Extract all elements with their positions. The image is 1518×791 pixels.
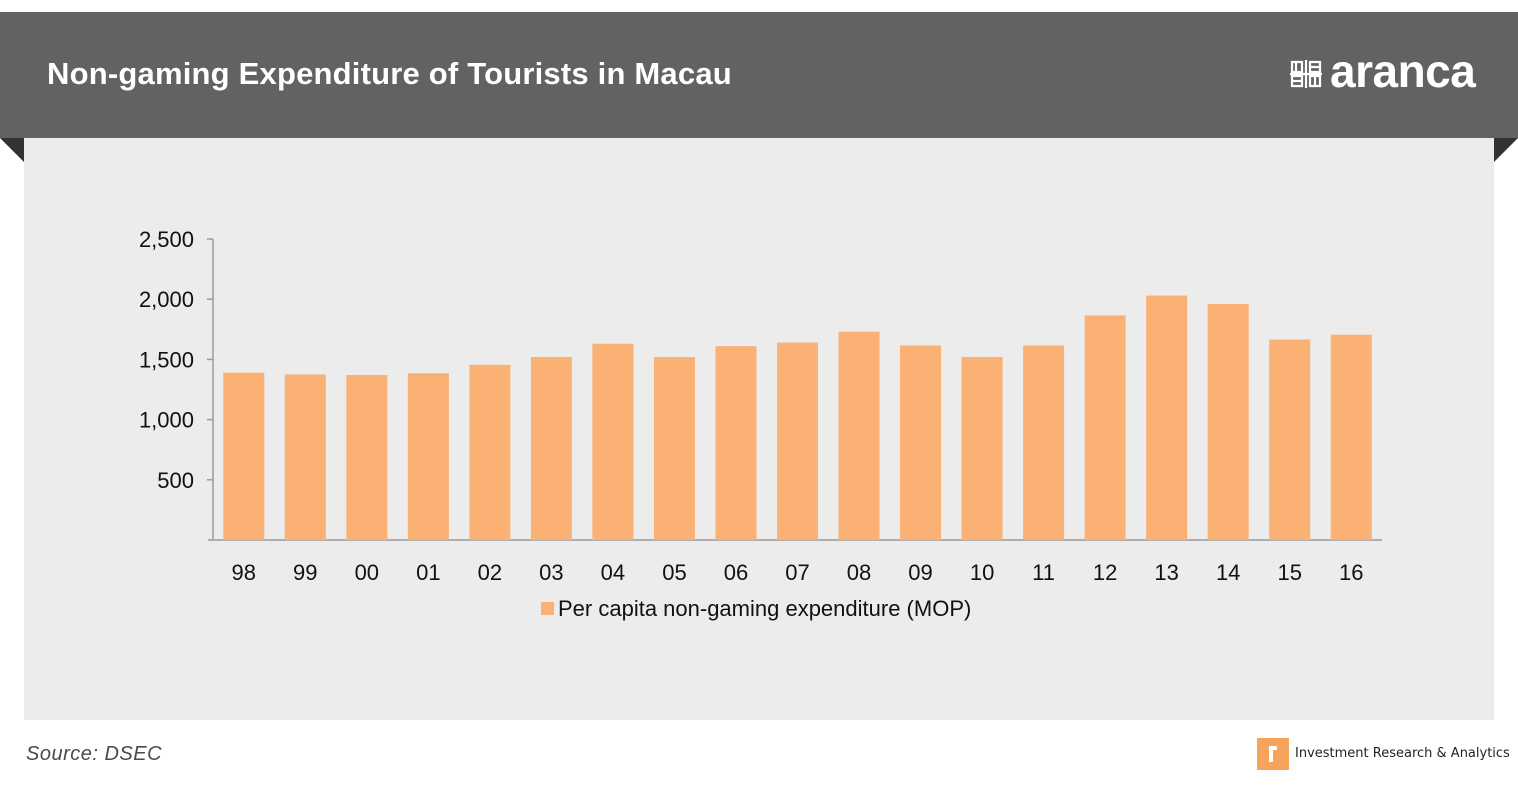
x-tick-label: 10 <box>970 560 994 585</box>
source-note: Source: DSEC <box>26 743 163 765</box>
bar-98 <box>223 372 265 540</box>
x-tick-label: 01 <box>416 560 440 585</box>
bar-02 <box>469 364 511 540</box>
legend-label: Per capita non-gaming expenditure (MOP) <box>558 596 971 621</box>
x-tick-label: 02 <box>478 560 502 585</box>
x-tick-label: 08 <box>847 560 871 585</box>
y-tick-label: 2,500 <box>139 227 194 252</box>
x-tick-label: 05 <box>662 560 686 585</box>
header-bar <box>0 12 1518 138</box>
y-tick-label: 1,500 <box>139 347 194 372</box>
aranca-logo-icon <box>1290 60 1322 88</box>
bars-group <box>223 295 1372 540</box>
logo-text: aranca <box>1330 45 1476 97</box>
bar-00 <box>346 375 388 540</box>
chart-panel <box>24 138 1494 720</box>
x-tick-label: 15 <box>1277 560 1301 585</box>
header-fold-left <box>0 138 24 162</box>
bar-12 <box>1084 315 1126 540</box>
bar-14 <box>1207 304 1249 540</box>
bar-01 <box>407 373 449 540</box>
bar-07 <box>777 342 818 540</box>
x-tick-label: 04 <box>601 560 625 585</box>
x-tick-label: 00 <box>355 560 379 585</box>
bar-06 <box>715 346 757 540</box>
x-tick-label: 09 <box>908 560 932 585</box>
bar-04 <box>592 343 634 540</box>
x-tick-label: 99 <box>293 560 317 585</box>
bar-99 <box>284 374 326 540</box>
y-axis-ticks: 500 1,000 1,500 2,000 2,500 <box>139 227 213 493</box>
legend-swatch <box>541 602 554 615</box>
header-fold-right <box>1494 138 1518 162</box>
bar-03 <box>530 356 572 540</box>
y-tick-label: 2,000 <box>139 287 194 312</box>
x-tick-label: 06 <box>724 560 748 585</box>
bar-15 <box>1269 339 1311 540</box>
x-tick-label: 07 <box>785 560 809 585</box>
bar-11 <box>1023 345 1065 540</box>
y-tick-label: 500 <box>157 468 194 493</box>
bar-05 <box>653 356 695 540</box>
bar-10 <box>961 356 1003 540</box>
x-axis-labels: 98 99 00 01 02 03 04 05 06 07 08 09 10 11 12 13 14 15 16 <box>232 560 1364 585</box>
legend: Per capita non-gaming expenditure (MOP) <box>541 596 971 621</box>
y-tick-label: 1,000 <box>139 408 194 433</box>
bar-13 <box>1146 295 1188 540</box>
x-tick-label: 11 <box>1032 560 1055 585</box>
bar-09 <box>900 345 942 540</box>
x-tick-label: 13 <box>1154 560 1178 585</box>
x-tick-label: 16 <box>1339 560 1363 585</box>
x-tick-label: 14 <box>1216 560 1240 585</box>
footer-tagline: Investment Research & Analytics <box>1295 746 1510 761</box>
x-tick-label: 12 <box>1093 560 1117 585</box>
bar-16 <box>1330 334 1372 540</box>
footer-logo-icon <box>1257 738 1289 770</box>
page-title: Non-gaming Expenditure of Tourists in Ma… <box>47 56 732 91</box>
x-tick-label: 98 <box>232 560 256 585</box>
bar-08 <box>838 331 880 540</box>
x-tick-label: 03 <box>539 560 563 585</box>
